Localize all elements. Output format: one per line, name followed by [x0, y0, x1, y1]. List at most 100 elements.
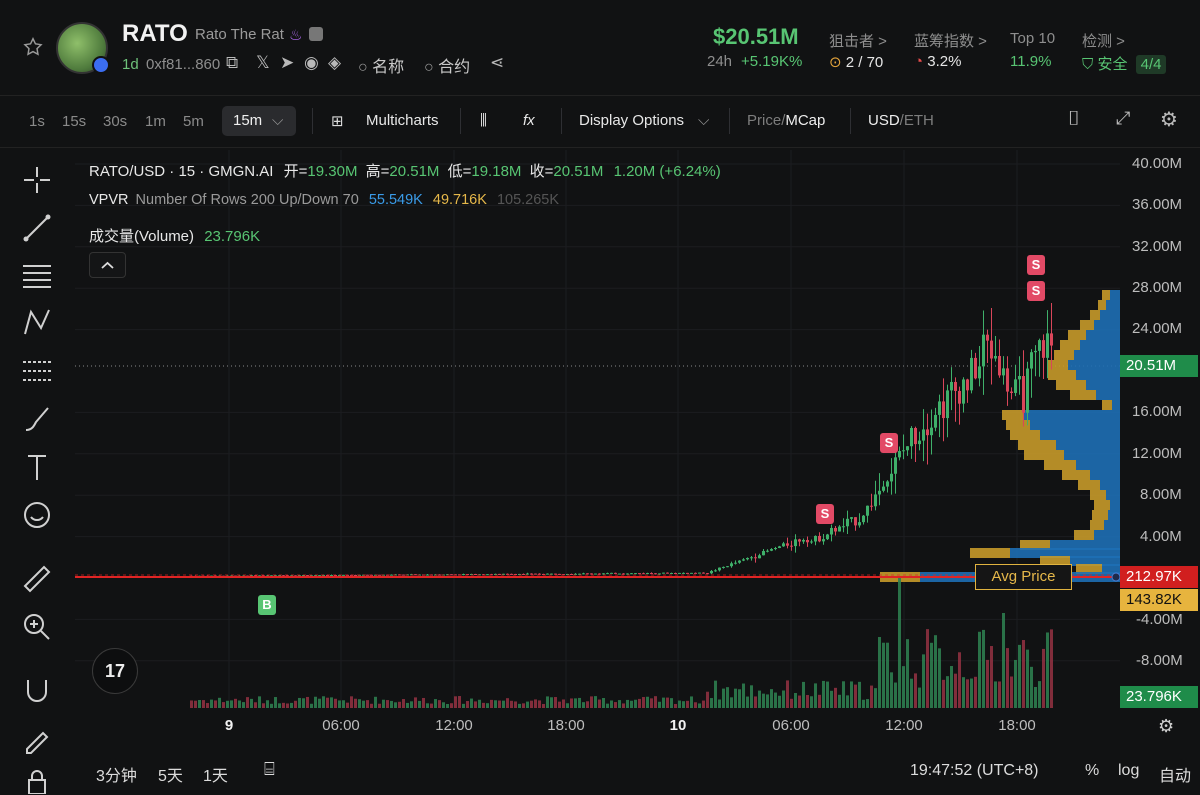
volume-bar	[826, 681, 829, 708]
volume-bars	[190, 578, 1053, 708]
volume-bar	[758, 690, 761, 708]
high-value: 20.51M	[389, 163, 440, 180]
volume-bar	[386, 700, 389, 708]
multicharts-button[interactable]: Multicharts	[366, 112, 439, 129]
timeframe-15s[interactable]: 15s	[62, 113, 87, 130]
volume-bar	[978, 631, 981, 708]
auto-toggle[interactable]: 自动	[1159, 768, 1192, 785]
buy-marker[interactable]: B	[258, 595, 276, 615]
ruler-icon[interactable]	[20, 562, 54, 596]
candle-body	[798, 539, 801, 542]
volume-bar	[638, 698, 641, 708]
settings-icon[interactable]: ⚙	[1160, 109, 1178, 131]
candle-body	[818, 535, 821, 542]
timeframe-30s[interactable]: 30s	[103, 113, 128, 130]
crosshair-icon[interactable]	[20, 163, 54, 197]
candle-body	[462, 574, 465, 576]
log-toggle[interactable]: log	[1118, 762, 1140, 779]
timeframe-1s[interactable]: 1s	[29, 113, 45, 130]
percent-toggle[interactable]: %	[1085, 762, 1100, 779]
star-icon[interactable]	[22, 36, 44, 58]
text-icon[interactable]	[20, 450, 54, 484]
explorer-icon[interactable]: ◉	[304, 53, 319, 72]
range-1d[interactable]: 1天	[203, 768, 228, 785]
candle-type-icon[interactable]: ⫼	[480, 112, 487, 129]
telegram-icon[interactable]: ➤	[280, 53, 295, 72]
volume-bar	[330, 697, 333, 708]
trendline-icon[interactable]	[20, 211, 54, 245]
price-toggle[interactable]: Price/MCap	[747, 112, 826, 129]
display-options-button[interactable]: Display Options	[579, 112, 685, 129]
stat-top10-label[interactable]: Top 10	[1010, 30, 1056, 47]
stat-snipers-label[interactable]: 狙击者 >	[829, 33, 887, 50]
sell-marker[interactable]: S	[1027, 281, 1045, 301]
chart-icon[interactable]: ◈	[328, 53, 342, 72]
volume-bar	[942, 679, 945, 708]
volume-bar	[550, 697, 553, 708]
sell-marker[interactable]: S	[816, 504, 834, 524]
clock-time[interactable]: 19:47:52 (UTC+8)	[910, 762, 1039, 779]
pattern-icon[interactable]	[20, 306, 54, 340]
camera-icon[interactable]: ⌷	[1068, 108, 1080, 130]
volume-bar	[546, 696, 549, 708]
candle-body	[770, 549, 773, 551]
candle-body	[934, 414, 937, 428]
plus-square-icon[interactable]: ⊞	[331, 113, 344, 130]
copy-icon[interactable]: ⧉	[226, 53, 239, 72]
lock-icon[interactable]	[20, 770, 54, 794]
volume-bar	[1002, 613, 1005, 708]
brush-icon[interactable]	[20, 402, 54, 436]
timeframe-5m[interactable]: 5m	[183, 113, 204, 130]
sell-marker[interactable]: S	[880, 433, 898, 453]
timeframe-15m-active[interactable]: 15m ⌵	[222, 106, 296, 136]
volume-bar	[1006, 648, 1009, 708]
volume-bar	[678, 700, 681, 708]
fullscreen-icon[interactable]: ⤢	[1116, 108, 1131, 128]
lock-drawing-icon[interactable]	[20, 722, 54, 756]
volume-bar	[502, 700, 505, 708]
indicators-icon[interactable]: fx	[523, 112, 535, 129]
stat-check-label[interactable]: 检测 >	[1082, 33, 1125, 50]
search-name-link[interactable]: ○ 名称	[358, 59, 405, 76]
zoom-in-icon[interactable]	[20, 610, 54, 644]
axis-settings-icon[interactable]: ⚙	[1158, 716, 1175, 736]
candle-body	[1014, 379, 1017, 393]
volume-bar	[1038, 681, 1041, 708]
candle-body	[922, 429, 925, 441]
volume-bar	[538, 700, 541, 708]
candle-body	[390, 574, 393, 576]
vpvr-up-bar	[1100, 480, 1120, 490]
candle-body	[790, 545, 793, 547]
candle-body	[866, 505, 869, 516]
stat-bluechip-label[interactable]: 蓝筹指数 >	[914, 33, 987, 50]
candle-body	[710, 570, 713, 574]
currency-toggle[interactable]: USD/ETH	[868, 112, 934, 129]
magnet-icon[interactable]	[20, 674, 54, 708]
candle-body	[782, 543, 785, 547]
candle-body	[290, 575, 293, 577]
candle-body	[1034, 350, 1037, 353]
search-contract-link[interactable]: ○ 合约	[424, 59, 471, 76]
volume-bar	[326, 697, 329, 708]
range-5d[interactable]: 5天	[158, 768, 183, 785]
date-range-icon[interactable]: ⌸	[264, 759, 275, 779]
vpvr-down-bar	[1056, 380, 1086, 390]
volume-bar	[366, 700, 369, 708]
emoji-icon[interactable]	[20, 498, 54, 532]
collapse-legend-button[interactable]	[89, 252, 126, 278]
candle-body	[754, 557, 757, 559]
tradingview-logo[interactable]: 17	[92, 648, 138, 694]
share-icon[interactable]: ⋖	[490, 53, 505, 72]
volume-bar	[874, 688, 877, 708]
sell-marker[interactable]: S	[1027, 255, 1045, 275]
fib-lines-icon[interactable]	[20, 258, 54, 292]
range-3min[interactable]: 3分钟	[96, 768, 137, 785]
timeframe-1m[interactable]: 1m	[145, 113, 166, 130]
x-icon[interactable]: 𝕏	[256, 53, 270, 72]
volume-bar	[582, 702, 585, 708]
volume-bar	[238, 700, 241, 708]
candle-body	[414, 574, 417, 576]
candle-body	[658, 573, 661, 575]
chart-gridlines	[75, 150, 1120, 708]
